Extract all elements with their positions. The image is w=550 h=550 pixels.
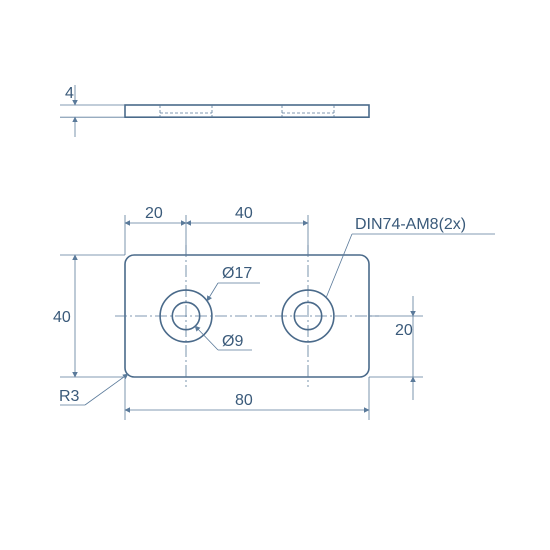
din-note: DIN74-AM8(2x) xyxy=(355,216,466,233)
dim-20-right: 20 xyxy=(395,322,413,339)
dims-left: 40 R3 xyxy=(53,255,128,405)
technical-drawing: 4 20 40 DIN74-AM8(2x) Ø17 Ø9 40 R3 2 xyxy=(0,0,550,550)
dim-40-top: 40 xyxy=(235,205,253,222)
dim-20-top: 20 xyxy=(145,205,163,222)
dims-top: 20 40 DIN74-AM8(2x) xyxy=(125,205,495,298)
top-view: 4 xyxy=(60,85,369,137)
dim-40-left: 40 xyxy=(53,309,71,326)
dia-labels: Ø17 Ø9 xyxy=(195,265,260,350)
radius-r3: R3 xyxy=(59,388,80,405)
dia17: Ø17 xyxy=(222,265,252,282)
dims-right: 20 xyxy=(369,296,423,400)
dim-thickness: 4 xyxy=(65,85,74,102)
dia9: Ø9 xyxy=(222,333,243,350)
dim-80: 80 xyxy=(235,392,253,409)
dims-bottom: 80 xyxy=(125,377,369,420)
